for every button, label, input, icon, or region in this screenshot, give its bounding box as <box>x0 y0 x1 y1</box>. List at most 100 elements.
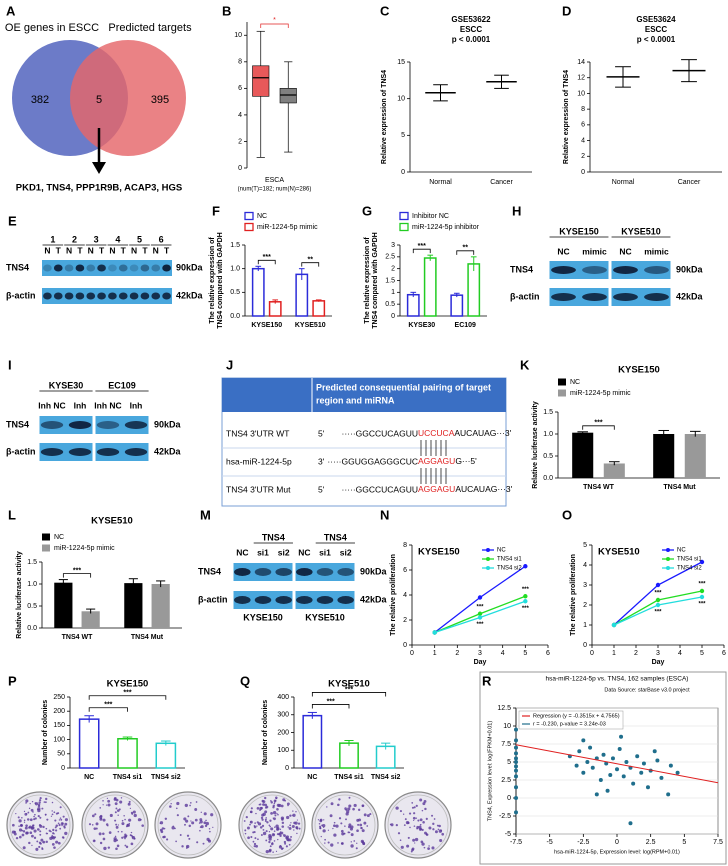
colony <box>123 814 125 817</box>
colony <box>395 806 399 810</box>
colony <box>273 830 276 832</box>
colony <box>276 833 279 836</box>
legend-label: NC <box>677 548 686 554</box>
colony <box>421 809 424 812</box>
colony <box>55 824 59 827</box>
blot-band <box>97 264 106 272</box>
y-tick-label: 6 <box>581 122 585 129</box>
legend-marker <box>666 566 670 570</box>
colony <box>423 846 426 849</box>
colony <box>244 832 247 835</box>
blot-band <box>296 596 313 604</box>
colony <box>37 828 39 830</box>
colony <box>264 818 267 821</box>
significance-label: *** <box>73 567 81 574</box>
x-tick-label: Cancer <box>678 179 701 186</box>
colony <box>51 810 53 812</box>
colony <box>440 829 443 832</box>
colony <box>58 819 61 821</box>
colony <box>123 835 127 839</box>
panel-letter: K <box>520 357 530 372</box>
colony <box>243 820 246 822</box>
colony <box>23 810 26 813</box>
venn-genes: PKD1, TNS4, PPP1R9B, ACAP3, HGS <box>16 183 182 194</box>
colony <box>38 801 41 804</box>
y-tick-label: 0.5 <box>230 289 240 296</box>
y-axis-label: TNS4 compared with GAPDH <box>217 232 224 328</box>
blot-band <box>337 596 354 604</box>
panel-letter: A <box>6 3 16 18</box>
panel-letter: P <box>8 673 17 688</box>
colony <box>400 845 404 849</box>
colony <box>24 826 28 830</box>
significance-label: *** <box>522 606 530 612</box>
colony <box>327 841 330 844</box>
colony <box>274 801 276 804</box>
blot-strip <box>95 443 149 461</box>
chart-title: KYSE510 <box>598 547 640 558</box>
colony <box>15 812 17 815</box>
y-tick-label: 8 <box>238 59 242 66</box>
colony <box>264 820 267 823</box>
colony <box>31 844 33 847</box>
blot-band <box>316 596 334 604</box>
colony <box>42 841 44 843</box>
colony <box>160 830 164 834</box>
legend-label: TNS4 si1 <box>677 557 702 563</box>
significance-bracket <box>88 695 167 700</box>
colony <box>250 821 252 823</box>
colony <box>250 807 253 810</box>
blot-band <box>97 292 106 300</box>
colony <box>272 804 275 807</box>
colony <box>61 824 63 827</box>
lane-label: NC <box>619 246 631 256</box>
colony <box>324 842 326 844</box>
row-end: 3' <box>318 456 325 466</box>
chart-title: p < 0.0001 <box>452 35 491 44</box>
legend-marker <box>666 557 670 561</box>
lane-label: N <box>66 245 72 255</box>
row-name: TNS4 3'UTR Mut <box>226 484 291 494</box>
colony <box>31 826 35 830</box>
y-tick-label: 1.0 <box>230 266 240 273</box>
colony <box>324 838 326 841</box>
colony <box>257 838 259 841</box>
dish-rim <box>241 794 303 856</box>
colony <box>276 807 279 811</box>
colony <box>253 845 256 848</box>
colony <box>275 850 278 852</box>
colony <box>256 807 260 810</box>
colony <box>137 818 142 822</box>
colony <box>286 815 290 820</box>
point <box>604 761 609 766</box>
panel-letter: G <box>362 203 372 218</box>
panel-letter: Q <box>240 673 250 688</box>
colony <box>337 803 340 807</box>
bar <box>151 584 170 628</box>
colony <box>289 824 292 827</box>
legend-marker <box>486 566 490 570</box>
x-tick-label: NC <box>307 774 317 781</box>
y-tick-label: 0 <box>403 642 407 649</box>
lane-label: Inh <box>74 400 87 410</box>
x-tick-label: 6 <box>546 650 550 657</box>
colony <box>270 811 273 815</box>
colony <box>41 848 44 850</box>
x-tick-label: 4 <box>501 650 505 657</box>
colony <box>333 833 337 837</box>
colony <box>274 799 277 802</box>
chart-title: KYSE510 <box>91 516 133 527</box>
colony-dish <box>6 791 74 859</box>
x-tick-label: KYSE150 <box>251 322 282 329</box>
point <box>608 772 613 777</box>
dish <box>81 791 149 859</box>
x-tick-label: 0 <box>615 839 619 846</box>
y-tick-label: 5 <box>583 542 587 549</box>
bar <box>339 742 359 769</box>
y-tick-label: 50 <box>57 751 65 758</box>
significance-bracket <box>257 259 276 265</box>
bar <box>117 737 138 769</box>
point <box>699 594 705 600</box>
